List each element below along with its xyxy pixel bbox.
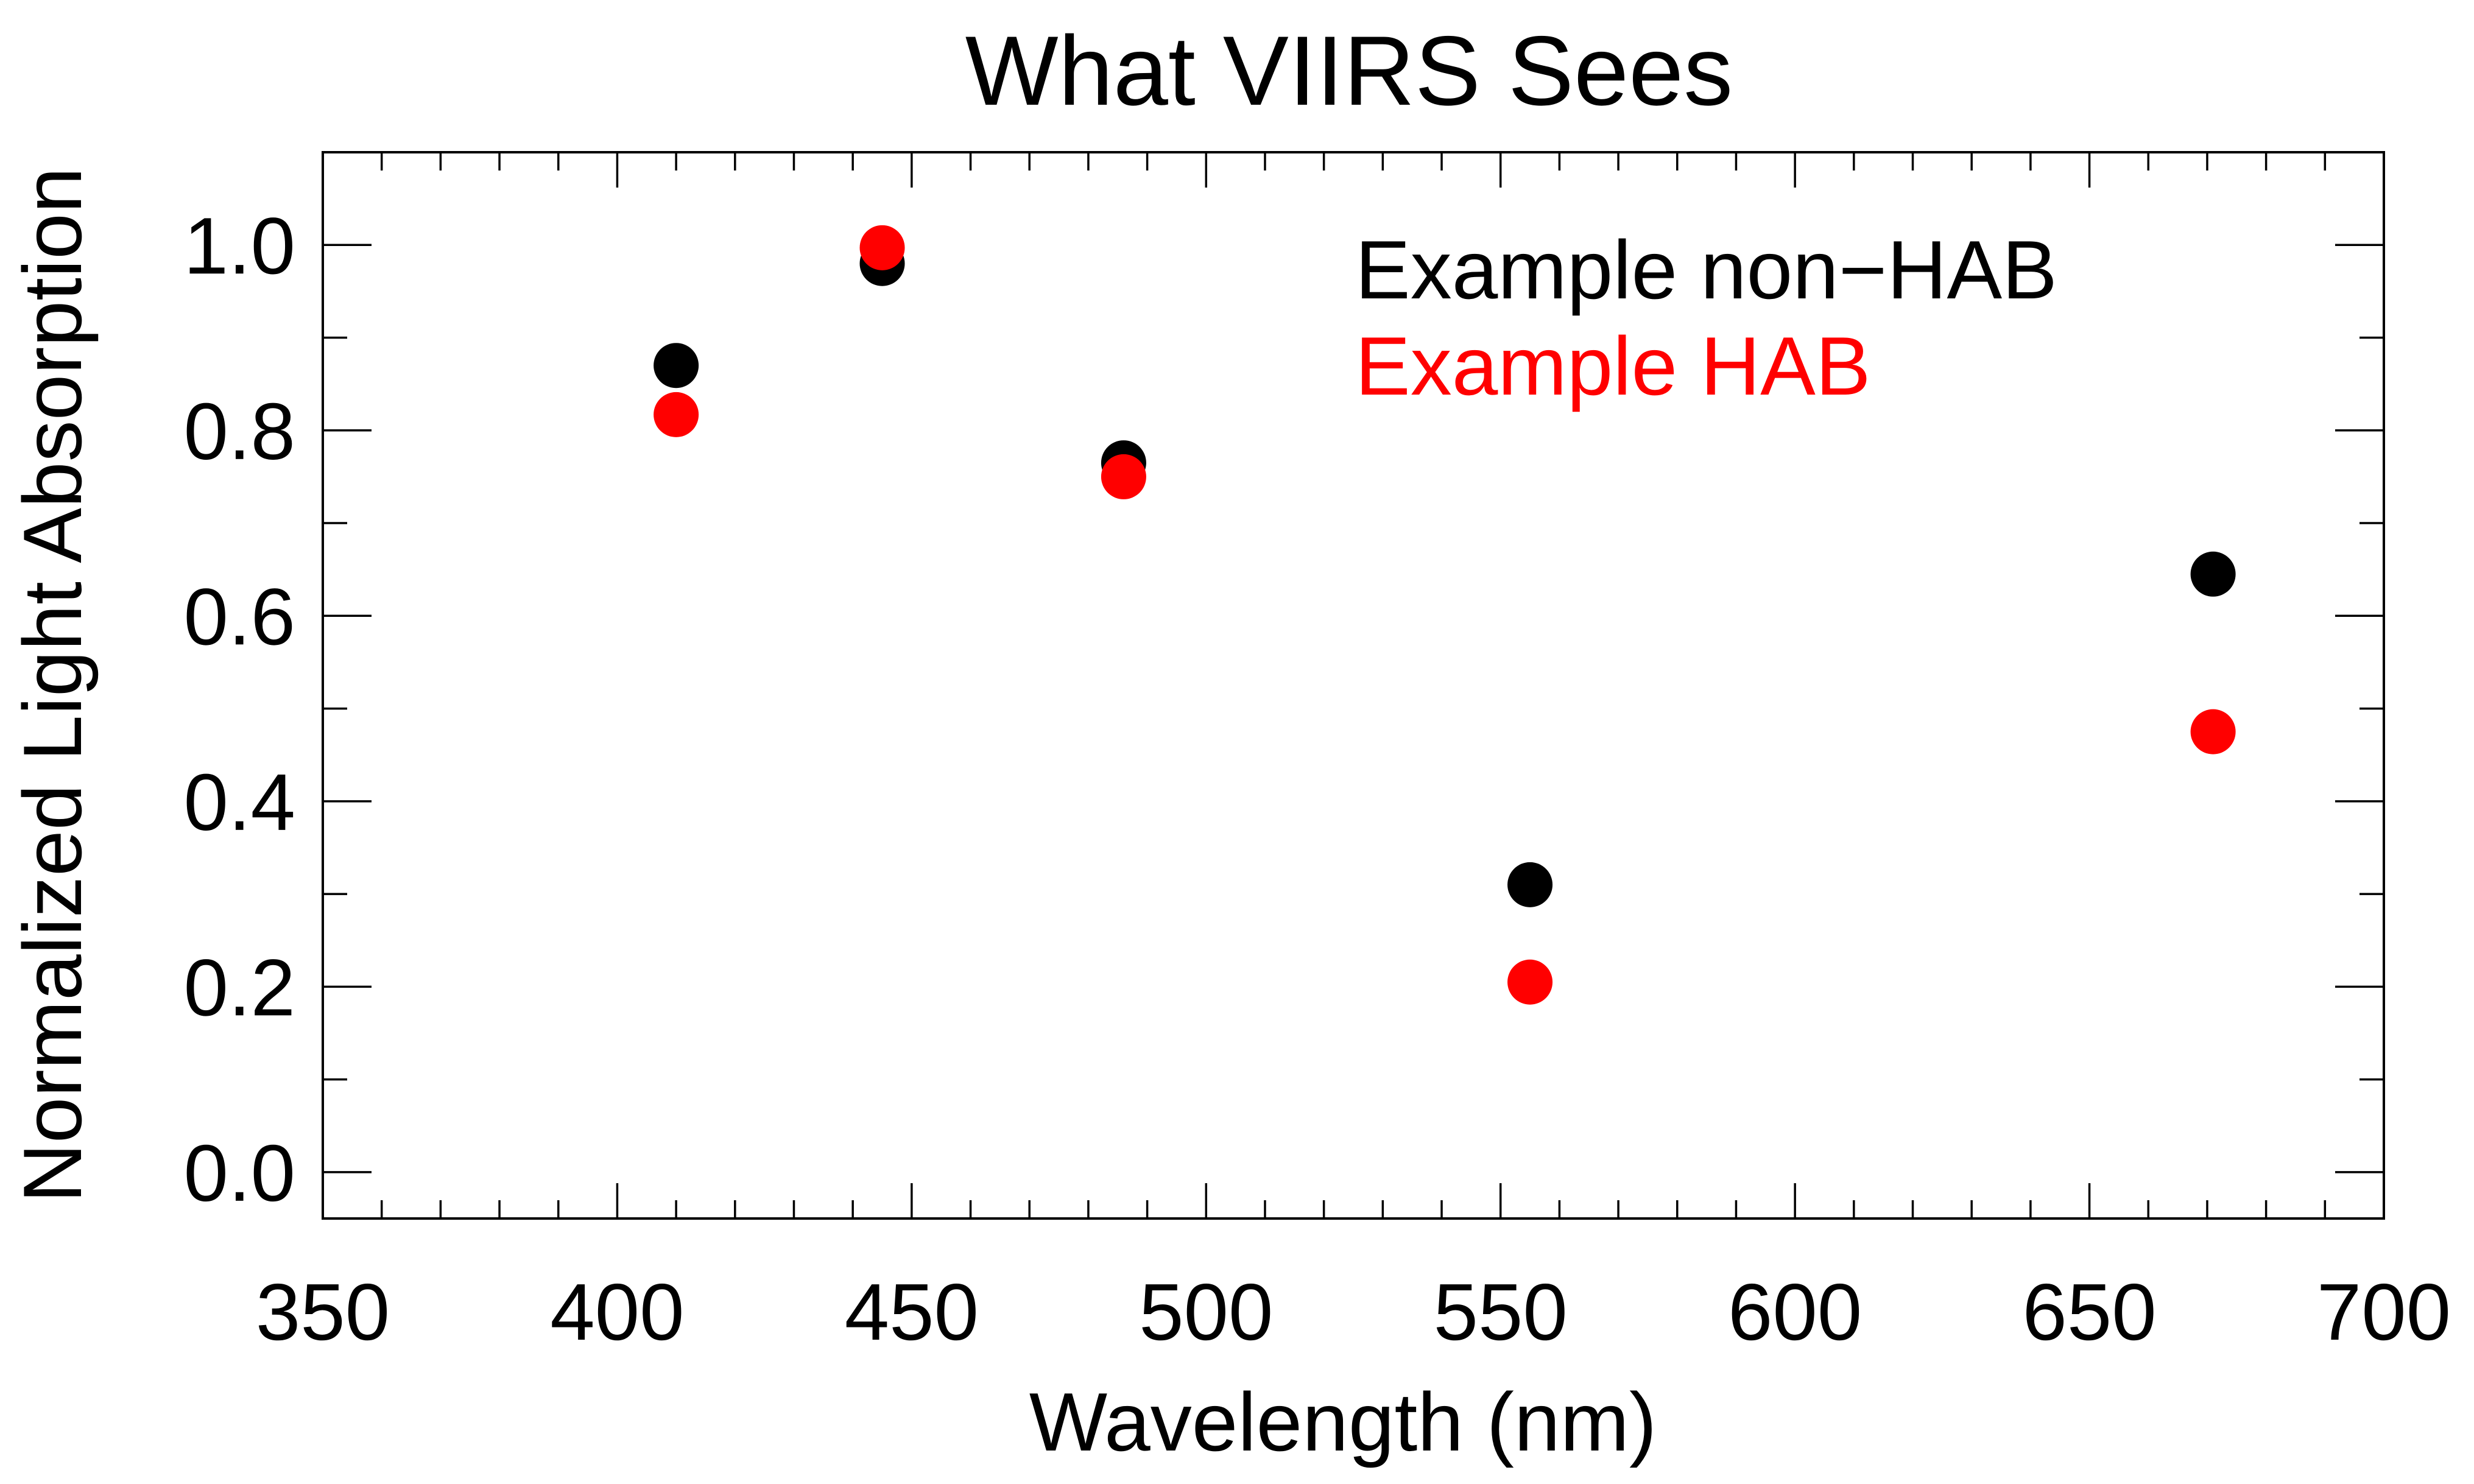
data-points — [654, 225, 2236, 1005]
x-tick-label: 650 — [2022, 1267, 2156, 1357]
y-tick-labels: 0.0 0.2 0.4 0.6 0.8 1.0 — [184, 201, 296, 1218]
x-tick-label: 500 — [1139, 1267, 1273, 1357]
y-tick-label: 0.0 — [184, 1128, 296, 1218]
data-point — [654, 392, 699, 437]
x-tick-label: 350 — [256, 1267, 390, 1357]
data-point — [2190, 551, 2236, 597]
y-tick-label: 0.2 — [184, 943, 296, 1032]
x-tick-label: 450 — [845, 1267, 979, 1357]
x-axis-title: Wavelength (nm) — [1029, 1376, 1657, 1468]
x-tick-label: 600 — [1728, 1267, 1862, 1357]
x-tick-label: 700 — [2317, 1267, 2451, 1357]
data-point — [1101, 454, 1146, 499]
y-tick-label: 0.8 — [184, 387, 296, 476]
data-point — [859, 225, 905, 270]
data-point — [1507, 959, 1553, 1005]
y-axis-title: Normalized Light Absorption — [6, 167, 99, 1203]
legend-entry-non-hab: Example non−HAB — [1355, 223, 2057, 316]
plot-frame — [322, 151, 2385, 1220]
legend-entry-hab: Example HAB — [1355, 320, 1871, 412]
x-tick-labels: 350 400 450 500 550 600 650 700 — [256, 1267, 2451, 1357]
x-tick-label: 550 — [1434, 1267, 1568, 1357]
axis-ticks — [322, 151, 2385, 1218]
legend: Example non−HAB Example HAB — [1355, 223, 2057, 412]
chart-title: What VIIRS Sees — [965, 16, 1733, 126]
data-point — [1507, 862, 1553, 907]
data-point — [2190, 709, 2236, 754]
y-tick-label: 1.0 — [184, 201, 296, 290]
data-point — [654, 343, 699, 389]
y-tick-label: 0.6 — [184, 572, 296, 661]
x-tick-label: 400 — [550, 1267, 684, 1357]
series-1 — [654, 225, 2236, 1005]
y-tick-label: 0.4 — [184, 758, 296, 847]
